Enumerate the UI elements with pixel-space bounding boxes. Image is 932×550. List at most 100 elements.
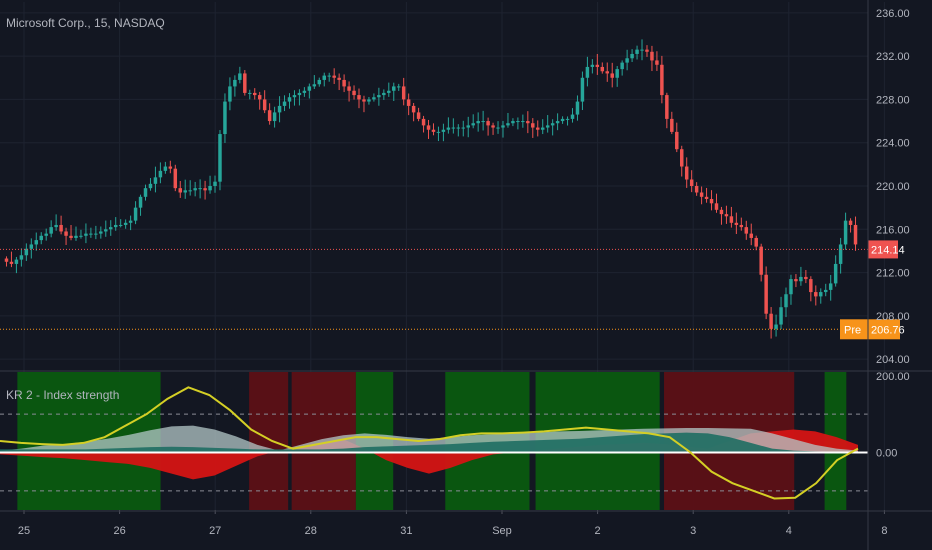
x-tick-label: 28 — [305, 525, 317, 537]
indicator-series — [0, 386, 868, 500]
candle-body — [362, 99, 366, 102]
candle-body — [550, 123, 555, 126]
candle-body — [724, 214, 729, 217]
candle-body — [213, 181, 217, 186]
y-tick-label: 232.00 — [876, 51, 910, 63]
candle-body — [560, 118, 565, 122]
candle-body — [312, 84, 317, 87]
candle-body — [640, 49, 644, 51]
candle-body — [655, 60, 659, 65]
candle-body — [436, 131, 441, 133]
candle-body — [218, 134, 222, 182]
candle-body — [511, 121, 515, 124]
candle-body — [600, 66, 605, 72]
y-tick-label: 224.00 — [876, 138, 910, 150]
candle-body — [267, 110, 272, 122]
candle-body — [372, 97, 376, 100]
candle-body — [277, 105, 282, 113]
candle-body — [153, 177, 158, 184]
candle-body — [540, 127, 545, 130]
candle-body — [178, 188, 182, 193]
candle-body — [431, 129, 436, 132]
candle-body — [104, 229, 108, 232]
candle-body — [590, 64, 595, 67]
y-tick-label: 220.00 — [876, 181, 910, 193]
candle-body — [595, 64, 600, 67]
price-levels: 214.14 Pre 206.76 — [0, 240, 905, 340]
candle-body — [228, 86, 232, 102]
candle-body — [853, 224, 858, 245]
candle-body — [79, 235, 83, 237]
candle-body — [238, 73, 242, 80]
candle-body — [779, 307, 783, 325]
candle-body — [352, 90, 356, 96]
candle-body — [744, 227, 749, 234]
candle-body — [675, 131, 679, 150]
candle-body — [774, 324, 778, 329]
candle-body — [456, 127, 461, 129]
y-tick-label: 208.00 — [876, 311, 910, 323]
candle-body — [382, 92, 386, 96]
candle-body — [272, 112, 277, 122]
candle-body — [243, 73, 247, 93]
candle-body — [411, 105, 416, 113]
candle-body — [446, 127, 451, 130]
candle-body — [9, 261, 14, 264]
x-tick-label: 8 — [881, 525, 887, 537]
candle-body — [784, 294, 788, 308]
candle-body — [327, 75, 331, 77]
candle-body — [248, 92, 252, 94]
candle-body — [257, 95, 262, 100]
candle-body — [307, 86, 312, 91]
candle-body — [620, 62, 624, 70]
candle-body — [794, 279, 798, 282]
candle-body — [580, 77, 585, 102]
candle-body — [302, 90, 307, 93]
x-tick-label: 25 — [18, 525, 30, 537]
last-price-label: 214.14 — [871, 244, 905, 256]
candle-body — [823, 289, 828, 293]
candle-body — [138, 196, 143, 208]
candle-body — [709, 198, 714, 204]
candle-body — [332, 75, 336, 78]
candle-body — [113, 224, 118, 228]
candle-body — [764, 274, 768, 314]
candle-body — [521, 121, 525, 123]
candle-body — [357, 95, 361, 100]
candle-body — [838, 244, 843, 264]
candle-body — [262, 99, 267, 111]
x-tick-label: 4 — [786, 525, 792, 537]
candle-body — [347, 86, 351, 91]
candle-body — [481, 121, 485, 123]
x-tick-label: 2 — [595, 525, 601, 537]
candle-body — [719, 209, 724, 215]
y-tick-label: 236.00 — [876, 8, 910, 20]
indicator-title: KR 2 - Index strength — [6, 388, 120, 402]
candle-body — [109, 227, 113, 230]
candle-body — [684, 166, 689, 180]
candle-body — [814, 292, 818, 297]
candle-body — [536, 127, 540, 130]
red-zone — [249, 372, 289, 510]
candle-body — [635, 49, 639, 54]
candle-body — [188, 190, 192, 192]
candle-body — [19, 255, 24, 260]
candle-body — [461, 127, 466, 129]
candle-body — [84, 233, 88, 236]
candle-body — [451, 127, 456, 129]
x-tick-label: 3 — [690, 525, 696, 537]
candle-body — [789, 279, 793, 295]
candle-body — [565, 118, 570, 120]
candle-body — [292, 95, 297, 98]
candle-body — [128, 220, 133, 223]
candle-body — [64, 231, 68, 236]
candle-body — [833, 263, 838, 284]
candle-body — [828, 283, 833, 290]
candle-body — [421, 118, 426, 126]
candle-body — [74, 235, 78, 238]
candle-body — [526, 121, 530, 124]
candle-body — [471, 123, 475, 126]
candle-body — [625, 58, 629, 63]
candle-body — [804, 276, 808, 280]
